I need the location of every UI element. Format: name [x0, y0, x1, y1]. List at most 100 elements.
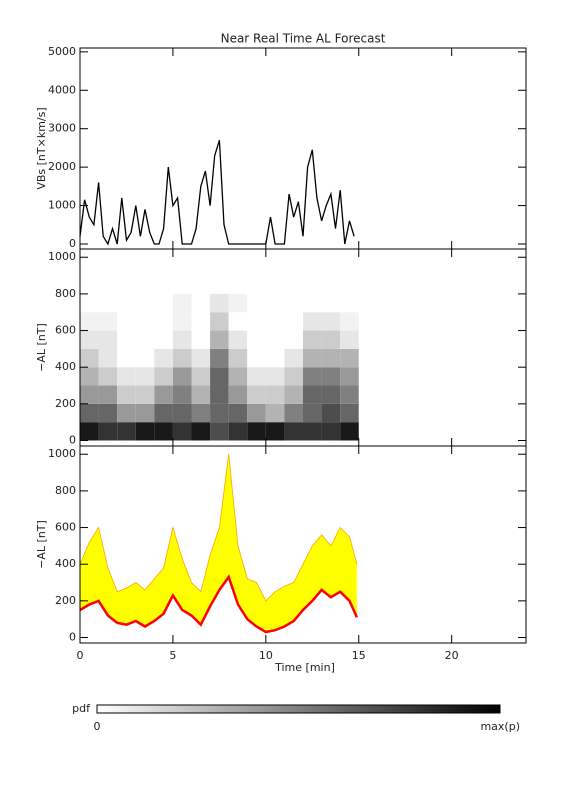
- heat-cell: [191, 385, 211, 404]
- x-tick-label: 5: [169, 649, 176, 662]
- y-axis-label: VBs [nT×km/s]: [35, 107, 48, 189]
- heat-cell: [80, 367, 99, 386]
- heat-cell: [340, 330, 359, 349]
- heat-cell: [117, 422, 136, 441]
- heat-cell: [303, 367, 322, 386]
- heat-cell: [210, 348, 229, 368]
- y-tick-label: 0: [69, 631, 76, 644]
- heat-cell: [98, 293, 118, 313]
- heat-cell: [80, 422, 99, 441]
- heat-cell: [265, 385, 285, 404]
- heat-cell: [321, 385, 341, 404]
- heat-cell: [303, 422, 322, 441]
- heat-cell: [247, 330, 266, 349]
- y-tick-label: 4000: [48, 83, 76, 96]
- heat-cell: [80, 312, 99, 331]
- heat-cell: [135, 422, 155, 441]
- heat-cell: [284, 385, 303, 404]
- y-tick-label: 2000: [48, 160, 76, 173]
- heat-cell: [117, 403, 136, 423]
- heat-cell: [80, 330, 99, 349]
- heat-cell: [135, 385, 155, 404]
- heat-cell: [154, 330, 173, 349]
- colorbar-label: pdf: [72, 702, 91, 715]
- heat-cell: [98, 367, 118, 386]
- heat-cell: [191, 348, 211, 368]
- y-axis-label: −AL [nT]: [35, 323, 48, 372]
- heat-cell: [247, 348, 266, 368]
- heat-cell: [154, 348, 173, 368]
- heat-cell: [210, 422, 229, 441]
- x-tick-label: 15: [352, 649, 366, 662]
- heat-cell: [284, 330, 303, 349]
- y-tick-label: 200: [55, 397, 76, 410]
- heat-cell: [284, 348, 303, 368]
- heat-cell: [172, 293, 192, 313]
- heat-cell: [117, 367, 136, 386]
- heat-cell: [117, 385, 136, 404]
- heat-cell: [284, 422, 303, 441]
- heat-cell: [247, 385, 266, 404]
- heat-cell: [98, 312, 118, 331]
- y-tick-label: 1000: [48, 250, 76, 263]
- y-tick-label: 400: [55, 557, 76, 570]
- heat-cell: [228, 403, 248, 423]
- series-line: [79, 454, 358, 602]
- y-tick-label: 1000: [48, 447, 76, 460]
- heat-cell: [98, 348, 118, 368]
- heat-cell: [135, 348, 155, 368]
- heat-cell: [191, 422, 211, 441]
- heat-cell: [284, 403, 303, 423]
- heat-cell: [172, 367, 192, 386]
- heat-cell: [172, 348, 192, 368]
- y-tick-label: 800: [55, 484, 76, 497]
- heat-cell: [98, 385, 118, 404]
- heat-cell: [340, 348, 359, 368]
- heat-cell: [154, 403, 173, 423]
- heat-cell: [303, 330, 322, 349]
- heat-cell: [228, 422, 248, 441]
- colorbar: [96, 704, 501, 714]
- heat-cell: [340, 367, 359, 386]
- y-tick-label: 5000: [48, 45, 76, 58]
- heat-cell: [154, 312, 173, 331]
- heat-cell: [228, 330, 248, 349]
- heat-cell: [98, 330, 118, 349]
- heat-cell: [228, 293, 248, 313]
- heat-cell: [80, 403, 99, 423]
- heat-cell: [98, 403, 118, 423]
- heat-cell: [340, 293, 359, 313]
- heat-cell: [284, 367, 303, 386]
- heat-cell: [117, 293, 136, 313]
- y-tick-label: 200: [55, 594, 76, 607]
- y-tick-label: 400: [55, 360, 76, 373]
- heat-cell: [265, 403, 285, 423]
- heat-cell: [321, 422, 341, 441]
- heat-cell: [135, 330, 155, 349]
- heat-cell: [210, 312, 229, 331]
- heat-cell: [247, 367, 266, 386]
- y-tick-label: 3000: [48, 122, 76, 135]
- heat-cell: [80, 385, 99, 404]
- series-line: [79, 574, 359, 634]
- heat-cell: [154, 367, 173, 386]
- heat-cell: [117, 330, 136, 349]
- heat-cell: [321, 312, 341, 331]
- heat-cell: [154, 385, 173, 404]
- chart-title: Near Real Time AL Forecast: [221, 32, 386, 46]
- heat-cell: [303, 312, 322, 331]
- heat-cell: [172, 422, 192, 441]
- heat-cell: [154, 293, 173, 313]
- heat-cell: [265, 367, 285, 386]
- heat-cell: [98, 422, 118, 441]
- x-tick-label: 20: [445, 649, 459, 662]
- heat-cell: [135, 312, 155, 331]
- heat-cell: [321, 330, 341, 349]
- heat-cell: [265, 330, 285, 349]
- heat-cell: [321, 348, 341, 368]
- heat-cell: [321, 403, 341, 423]
- heat-cell: [172, 403, 192, 423]
- heat-cell: [247, 403, 266, 423]
- colorbar-min: 0: [94, 720, 101, 733]
- y-tick-label: 0: [69, 237, 76, 250]
